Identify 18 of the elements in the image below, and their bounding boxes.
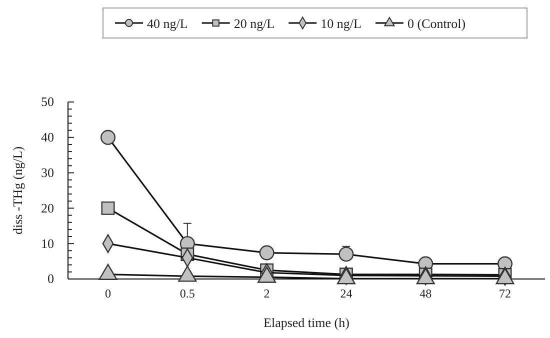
y-axis-title: diss -THg (ng/L) <box>10 146 25 235</box>
y-tick-label: 20 <box>41 200 54 216</box>
legend-label: 10 ng/L <box>320 16 362 31</box>
x-tick-label: 24 <box>340 286 352 301</box>
y-tick-label: 0 <box>48 271 54 286</box>
x-tick-label: 48 <box>420 286 432 301</box>
x-tick-label: 2 <box>264 286 270 301</box>
y-tick-label: 50 <box>41 94 54 110</box>
legend-label: 40 ng/L <box>147 16 188 31</box>
legend-label: 20 ng/L <box>234 16 275 31</box>
x-tick-label: 0.5 <box>180 286 195 301</box>
x-tick-label: 72 <box>499 286 511 301</box>
y-tick-label: 10 <box>41 236 54 251</box>
y-tick-label: 40 <box>41 130 54 145</box>
x-tick-label: 0 <box>105 286 111 301</box>
y-tick-label: 30 <box>41 164 54 180</box>
legend-label: 0 (Control) <box>407 16 466 31</box>
x-axis-title: Elapsed time (h) <box>264 315 350 330</box>
